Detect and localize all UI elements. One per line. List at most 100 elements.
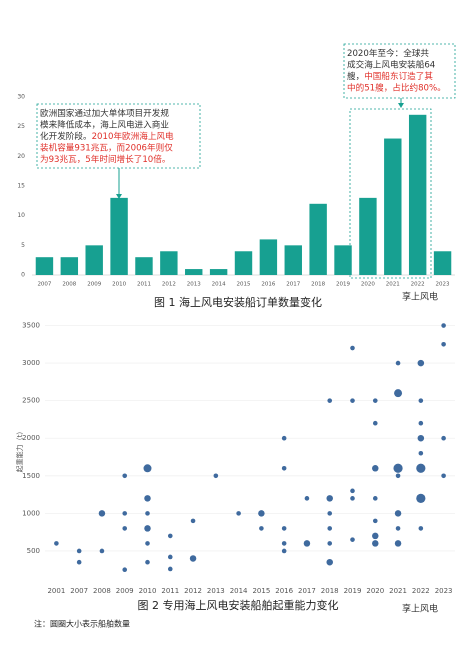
point xyxy=(99,548,105,554)
x-tick-label: 2012 xyxy=(162,282,176,288)
x-tick-label: 2010 xyxy=(139,587,157,595)
point xyxy=(143,464,152,473)
point xyxy=(327,526,333,531)
point xyxy=(394,510,402,517)
point xyxy=(236,511,241,516)
bar xyxy=(433,251,452,275)
watermark: 享上风电 xyxy=(402,603,438,615)
bar xyxy=(334,245,352,275)
x-tick-label: 2015 xyxy=(237,282,251,288)
point xyxy=(303,540,311,547)
x-tick-label: 2019 xyxy=(336,282,350,288)
point xyxy=(122,511,128,516)
point xyxy=(395,526,401,531)
point xyxy=(441,435,446,441)
y-tick-label: 5 xyxy=(21,242,25,249)
y-tick-label: 1500 xyxy=(22,472,40,480)
point xyxy=(417,359,425,367)
x-tick-label: 2023 xyxy=(435,587,453,595)
point xyxy=(304,496,310,501)
point xyxy=(417,434,425,442)
point xyxy=(395,473,401,479)
annotation-segment: 成交海上风电安装船64 xyxy=(347,59,435,71)
note: 注：圆圈大小表示船舶数量 xyxy=(34,619,130,629)
point xyxy=(372,540,379,547)
annotation-segment: 化开发阶段。 xyxy=(40,130,92,142)
point xyxy=(441,323,446,328)
y-tick-label: 1000 xyxy=(22,509,40,517)
bar xyxy=(359,197,377,275)
x-tick-label: 2017 xyxy=(286,282,300,288)
annotation-segment: 模来降低成本，海上风电进入商业 xyxy=(40,119,169,131)
x-tick-label: 2017 xyxy=(298,587,316,595)
y-tick-label: 3000 xyxy=(22,359,40,367)
bar xyxy=(234,251,253,275)
point xyxy=(258,510,265,517)
x-tick-label: 2010 xyxy=(112,282,126,288)
x-tick-label: 2014 xyxy=(212,282,226,288)
annotation-segment: 中国船东订造了其 xyxy=(364,70,433,82)
x-tick-label: 2020 xyxy=(366,587,384,595)
y-tick-label: 30 xyxy=(17,94,25,101)
bar xyxy=(185,269,203,275)
y-axis-label: 起重能力（t） xyxy=(15,428,24,473)
point xyxy=(145,511,150,516)
annotation-text: 化开发阶段。2010年欧洲海上风电 xyxy=(40,130,174,142)
point xyxy=(372,398,378,403)
point xyxy=(122,473,128,479)
point xyxy=(98,510,106,517)
point xyxy=(416,463,426,473)
point xyxy=(281,548,287,554)
x-tick-label: 2009 xyxy=(87,282,101,288)
point xyxy=(145,541,150,546)
x-tick-label: 2011 xyxy=(161,587,179,595)
point xyxy=(350,496,355,501)
x-tick-label: 2022 xyxy=(411,282,425,288)
x-tick-label: 2014 xyxy=(230,587,248,595)
bar xyxy=(85,245,103,275)
point xyxy=(326,558,333,566)
annotation-text: 为93兆瓦，5年时间增长了10倍。 xyxy=(40,153,170,165)
x-tick-label: 2011 xyxy=(137,282,151,288)
annotation-text: 模来降低成本，海上风电进入商业 xyxy=(40,119,169,131)
annotation-text: 2020年至今：全球共 xyxy=(347,47,429,59)
point xyxy=(350,398,355,403)
annotation-text: 欧洲国家通过加大单体项目开发规 xyxy=(40,107,169,119)
caption: 图 2 专用海上风电安装船舶起重能力变化 xyxy=(138,598,339,612)
x-tick-label: 2009 xyxy=(116,587,134,595)
y-tick-label: 25 xyxy=(17,123,25,130)
point xyxy=(393,463,403,473)
point xyxy=(418,420,424,426)
point xyxy=(189,555,197,562)
point xyxy=(372,420,378,426)
point xyxy=(327,511,333,516)
x-tick-label: 2019 xyxy=(344,587,362,595)
point xyxy=(167,533,173,539)
x-tick-label: 2016 xyxy=(261,282,275,288)
point xyxy=(76,559,82,565)
point xyxy=(281,541,287,546)
point xyxy=(372,532,379,540)
annotation-segment: 艘， xyxy=(347,70,364,82)
x-tick-label: 2013 xyxy=(207,587,225,595)
point xyxy=(395,360,401,366)
point xyxy=(394,540,402,547)
x-tick-label: 2001 xyxy=(47,587,65,595)
annotation-text: 中的51艘，占比约80%。 xyxy=(347,82,446,94)
x-tick-label: 2022 xyxy=(412,587,430,595)
x-tick-label: 2016 xyxy=(275,587,293,595)
bar xyxy=(35,257,54,275)
point xyxy=(281,435,287,441)
point xyxy=(350,537,355,542)
bar xyxy=(160,251,178,275)
point xyxy=(281,526,287,531)
annotation-text: 装机容量931兆瓦，而2006年则仅 xyxy=(40,142,173,154)
x-tick-label: 2023 xyxy=(436,282,450,288)
bar xyxy=(384,138,402,275)
y-tick-label: 2500 xyxy=(22,397,40,405)
point xyxy=(144,495,151,502)
point xyxy=(327,541,333,546)
bar xyxy=(309,203,327,275)
point xyxy=(122,567,128,573)
x-tick-label: 2018 xyxy=(311,282,325,288)
